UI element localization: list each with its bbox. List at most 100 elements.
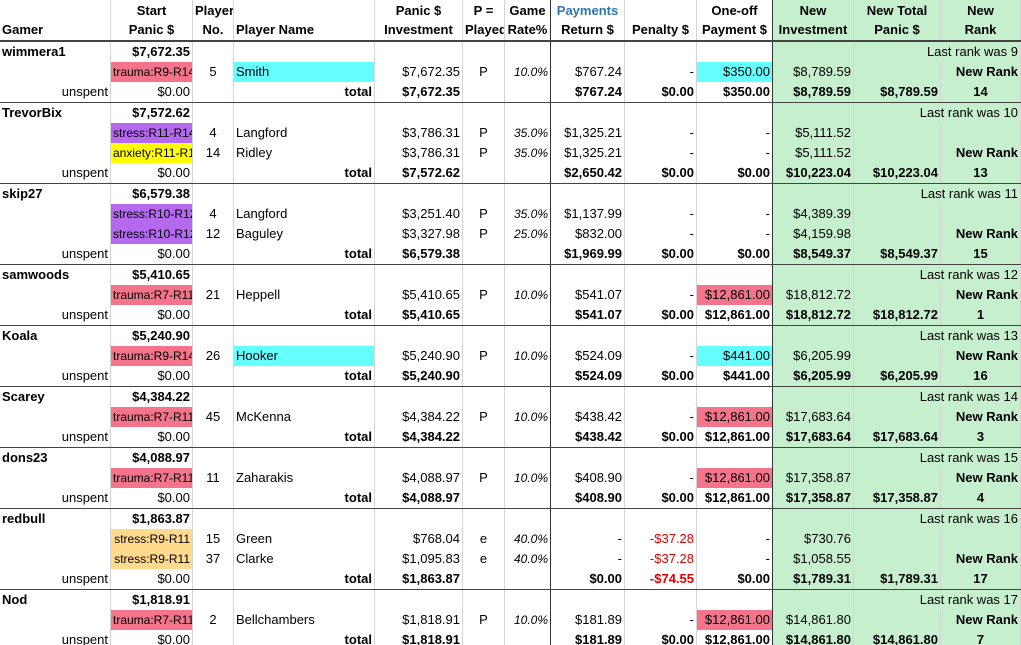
player-name-cell[interactable]: McKenna	[234, 407, 375, 427]
new-rank-value-cell[interactable]: 1	[941, 305, 1021, 325]
empty-cell[interactable]	[625, 448, 697, 468]
total-penalty-cell[interactable]: $0.00	[625, 488, 697, 508]
total-investment-cell[interactable]: $1,863.87	[375, 569, 463, 589]
empty-cell[interactable]	[0, 468, 111, 488]
rate-cell[interactable]: 35.0%	[505, 123, 551, 143]
return-cell[interactable]: $1,325.21	[551, 123, 625, 143]
new-investment-cell[interactable]: $5,111.52	[773, 143, 854, 163]
total-investment-cell[interactable]: $6,579.38	[375, 244, 463, 264]
total-oneoff-cell[interactable]: $0.00	[697, 569, 773, 589]
empty-cell[interactable]	[697, 103, 773, 123]
header-game-rate[interactable]: Game Rate%	[505, 0, 551, 40]
start-panic-cell[interactable]: $7,572.62	[111, 103, 193, 123]
empty-cell[interactable]	[0, 224, 111, 244]
player-no-cell[interactable]: 11	[193, 468, 234, 488]
oneoff-cell[interactable]: $12,861.00	[697, 407, 773, 427]
start-panic-cell[interactable]: $5,410.65	[111, 265, 193, 285]
new-rank-label-cell[interactable]: New Rank	[941, 224, 1021, 244]
oneoff-cell[interactable]: $350.00	[697, 62, 773, 82]
investment-cell[interactable]: $3,327.98	[375, 224, 463, 244]
investment-cell[interactable]: $1,095.83	[375, 549, 463, 569]
new-investment-cell[interactable]: $1,058.55	[773, 549, 854, 569]
empty-cell[interactable]	[773, 42, 854, 62]
header-new-total[interactable]: New Total Panic $	[854, 0, 941, 40]
new-investment-cell[interactable]: $4,389.39	[773, 204, 854, 224]
player-name-cell[interactable]: Langford	[234, 123, 375, 143]
new-rank-value-cell[interactable]: 13	[941, 163, 1021, 183]
rate-cell[interactable]: 10.0%	[505, 468, 551, 488]
empty-cell[interactable]	[463, 265, 505, 285]
new-investment-cell[interactable]: $5,111.52	[773, 123, 854, 143]
played-cell[interactable]: P	[463, 224, 505, 244]
empty-cell[interactable]	[463, 184, 505, 204]
header-new-rank[interactable]: New Rank	[941, 0, 1021, 40]
unspent-value-cell[interactable]: $0.00	[111, 163, 193, 183]
last-rank-cell[interactable]: Last rank was 14	[854, 387, 1021, 407]
empty-cell[interactable]	[463, 509, 505, 529]
unspent-label-cell[interactable]: unspent	[0, 305, 111, 325]
last-rank-cell[interactable]: Last rank was 15	[854, 448, 1021, 468]
new-total-panic-cell[interactable]: $17,358.87	[854, 488, 941, 508]
start-panic-cell[interactable]: $1,863.87	[111, 509, 193, 529]
empty-cell[interactable]	[193, 448, 234, 468]
empty-cell[interactable]	[505, 488, 551, 508]
return-cell[interactable]: -	[551, 549, 625, 569]
player-no-cell[interactable]: 4	[193, 123, 234, 143]
unspent-label-cell[interactable]: unspent	[0, 366, 111, 386]
empty-cell[interactable]	[625, 265, 697, 285]
empty-cell[interactable]	[0, 204, 111, 224]
empty-cell[interactable]	[375, 448, 463, 468]
total-oneoff-cell[interactable]: $0.00	[697, 163, 773, 183]
total-new-investment-cell[interactable]: $6,205.99	[773, 366, 854, 386]
total-penalty-cell[interactable]: -$74.55	[625, 569, 697, 589]
new-investment-cell[interactable]: $8,789.59	[773, 62, 854, 82]
empty-cell[interactable]	[505, 427, 551, 447]
empty-cell[interactable]	[463, 305, 505, 325]
player-no-cell[interactable]: 45	[193, 407, 234, 427]
total-new-investment-cell[interactable]: $8,549.37	[773, 244, 854, 264]
unspent-value-cell[interactable]: $0.00	[111, 305, 193, 325]
start-panic-cell[interactable]: $4,384.22	[111, 387, 193, 407]
player-name-cell[interactable]: Smith	[234, 62, 375, 82]
empty-cell[interactable]	[193, 42, 234, 62]
gamer-name-cell[interactable]: Koala	[0, 326, 111, 346]
empty-cell[interactable]	[697, 448, 773, 468]
empty-cell[interactable]	[625, 387, 697, 407]
condition-tag-cell[interactable]: stress:R11-R14	[111, 123, 193, 143]
empty-cell[interactable]	[551, 448, 625, 468]
empty-cell[interactable]	[234, 265, 375, 285]
last-rank-cell[interactable]: Last rank was 16	[854, 509, 1021, 529]
empty-cell[interactable]	[193, 630, 234, 645]
empty-cell[interactable]	[551, 103, 625, 123]
new-rank-label-cell[interactable]: New Rank	[941, 285, 1021, 305]
empty-cell[interactable]	[697, 265, 773, 285]
total-label-cell[interactable]: total	[234, 244, 375, 264]
last-rank-cell[interactable]: Last rank was 9	[854, 42, 1021, 62]
total-new-investment-cell[interactable]: $10,223.04	[773, 163, 854, 183]
empty-cell[interactable]	[375, 184, 463, 204]
unspent-value-cell[interactable]: $0.00	[111, 427, 193, 447]
gamer-name-cell[interactable]: wimmera1	[0, 42, 111, 62]
player-name-cell[interactable]: Clarke	[234, 549, 375, 569]
empty-cell[interactable]	[773, 448, 854, 468]
rate-cell[interactable]: 10.0%	[505, 407, 551, 427]
total-return-cell[interactable]: $524.09	[551, 366, 625, 386]
empty-cell[interactable]	[551, 509, 625, 529]
total-penalty-cell[interactable]: $0.00	[625, 630, 697, 645]
header-played[interactable]: P = Played	[463, 0, 505, 40]
gamer-name-cell[interactable]: redbull	[0, 509, 111, 529]
empty-cell[interactable]	[773, 184, 854, 204]
investment-cell[interactable]: $5,410.65	[375, 285, 463, 305]
played-cell[interactable]: P	[463, 143, 505, 163]
total-label-cell[interactable]: total	[234, 82, 375, 102]
empty-cell[interactable]	[941, 529, 1021, 549]
penalty-cell[interactable]: -	[625, 346, 697, 366]
empty-cell[interactable]	[375, 265, 463, 285]
empty-cell[interactable]	[375, 590, 463, 610]
empty-cell[interactable]	[0, 285, 111, 305]
new-rank-value-cell[interactable]: 15	[941, 244, 1021, 264]
total-investment-cell[interactable]: $5,240.90	[375, 366, 463, 386]
player-name-cell[interactable]: Green	[234, 529, 375, 549]
empty-cell[interactable]	[193, 427, 234, 447]
empty-cell[interactable]	[0, 610, 111, 630]
